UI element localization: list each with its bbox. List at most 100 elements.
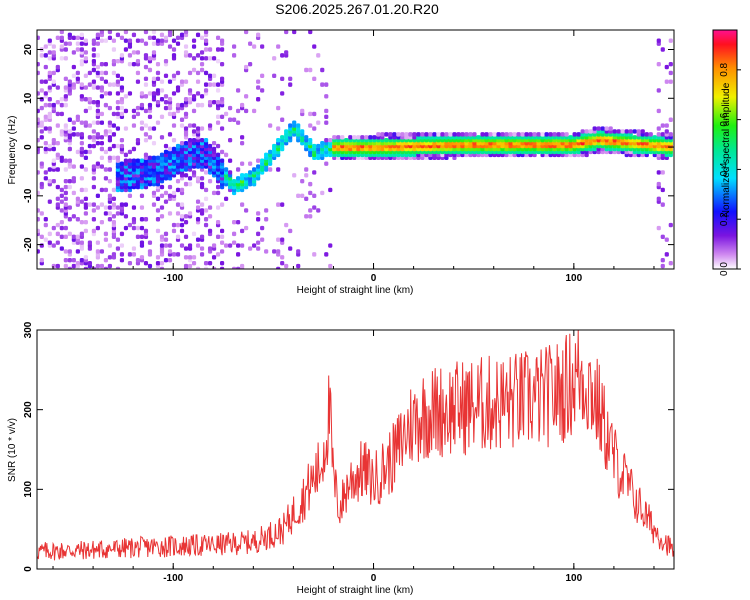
heatmap-cell <box>223 111 229 117</box>
snr-x-tick-label: 0 <box>371 573 377 584</box>
snr-frame <box>36 329 675 570</box>
heatmap-cell <box>368 135 373 140</box>
snr-y-axis-label: SNR (10 * v/v) <box>7 418 18 482</box>
heatmap-cell <box>312 252 317 257</box>
heatmap-cell <box>155 70 161 76</box>
heatmap-cell <box>248 161 253 166</box>
heatmap-cell <box>456 132 461 137</box>
heatmap-cell <box>199 50 205 55</box>
heatmap-cell <box>191 129 197 134</box>
heatmap-cell <box>139 38 145 43</box>
heatmap-cell <box>199 252 205 257</box>
heatmap-cell <box>175 143 181 149</box>
heatmap-cell <box>195 237 201 242</box>
heatmap-cell <box>79 187 84 193</box>
heatmap-cell <box>179 117 185 122</box>
heatmap-cell <box>67 217 72 222</box>
spectrogram-y-tick-label: 20 <box>23 44 34 56</box>
heatmap-cell <box>99 164 105 169</box>
heatmap-cell <box>123 94 129 99</box>
heatmap-cell <box>115 237 121 242</box>
heatmap-cell <box>548 132 553 137</box>
heatmap-cell <box>508 132 513 137</box>
heatmap-cell <box>95 53 100 58</box>
heatmap-cell <box>55 152 60 158</box>
heatmap-cell <box>580 129 585 134</box>
heatmap-cell <box>240 161 245 166</box>
heatmap-cell <box>199 202 205 207</box>
heatmap-cell <box>37 228 40 234</box>
heatmap-cell <box>127 260 133 266</box>
heatmap-cell <box>199 126 205 131</box>
heatmap-cell <box>256 164 261 169</box>
heatmap-cell <box>179 32 185 38</box>
heatmap-cell <box>171 228 177 234</box>
heatmap-cell <box>63 225 68 231</box>
heatmap-cell <box>191 94 197 99</box>
heatmap-cell <box>55 123 60 128</box>
heatmap-cell <box>51 70 56 76</box>
heatmap-cell <box>43 91 48 96</box>
heatmap-cell <box>103 231 109 237</box>
heatmap-cell <box>175 252 181 257</box>
heatmap-cell <box>119 231 125 237</box>
heatmap-cell <box>59 187 64 193</box>
heatmap-cell <box>183 263 189 269</box>
heatmap-cell <box>324 108 329 114</box>
heatmap-cell <box>304 173 309 178</box>
heatmap-cell <box>256 231 261 237</box>
heatmap-cell <box>460 132 465 137</box>
heatmap-cell <box>107 205 113 210</box>
heatmap-cell <box>43 44 48 49</box>
heatmap-cell <box>215 252 221 257</box>
heatmap-cell <box>211 255 217 260</box>
heatmap-cell <box>308 190 313 196</box>
heatmap-cell <box>248 61 253 67</box>
heatmap-cell <box>123 225 129 231</box>
heatmap-cell <box>175 222 181 228</box>
heatmap-cell <box>75 234 80 240</box>
heatmap-cell <box>484 132 489 137</box>
heatmap-cell <box>215 234 221 240</box>
heatmap-cell <box>167 211 173 216</box>
heatmap-cell <box>632 135 637 140</box>
heatmap-cell <box>264 249 269 254</box>
heatmap-cell <box>159 79 165 84</box>
heatmap-cell <box>284 30 289 35</box>
heatmap-cell <box>308 214 313 219</box>
heatmap-cell <box>219 97 225 102</box>
heatmap-cell <box>103 237 109 242</box>
heatmap-cell <box>183 30 189 35</box>
heatmap-cell <box>111 143 117 149</box>
snr-x-tick-label: -100 <box>163 573 183 584</box>
heatmap-cell <box>63 184 68 190</box>
heatmap-cell <box>159 234 165 240</box>
heatmap-cell <box>324 82 329 87</box>
heatmap-cell <box>215 205 221 210</box>
heatmap-cell <box>203 82 209 87</box>
heatmap-cell <box>37 249 40 254</box>
heatmap-cell <box>91 176 96 181</box>
heatmap-cell <box>660 263 665 269</box>
heatmap-cell <box>83 38 88 43</box>
heatmap-cell <box>215 219 221 225</box>
heatmap-cell <box>183 97 189 102</box>
heatmap-cell <box>79 164 84 169</box>
heatmap-cell <box>167 97 173 102</box>
heatmap-cell <box>111 202 117 207</box>
heatmap-cell <box>67 117 72 122</box>
heatmap-cell <box>127 193 133 199</box>
heatmap-cell <box>187 181 193 187</box>
heatmap-cell <box>95 161 100 166</box>
heatmap-cell <box>256 217 261 222</box>
heatmap-cell <box>644 132 649 137</box>
heatmap-cell <box>95 193 100 199</box>
heatmap-cell <box>219 149 225 155</box>
heatmap-cell <box>640 129 645 134</box>
heatmap-cell <box>660 187 665 193</box>
heatmap-cell <box>67 249 72 254</box>
heatmap-cell <box>143 76 149 81</box>
heatmap-cell <box>288 123 293 128</box>
heatmap-cell <box>83 149 88 155</box>
heatmap-cell <box>207 179 213 184</box>
